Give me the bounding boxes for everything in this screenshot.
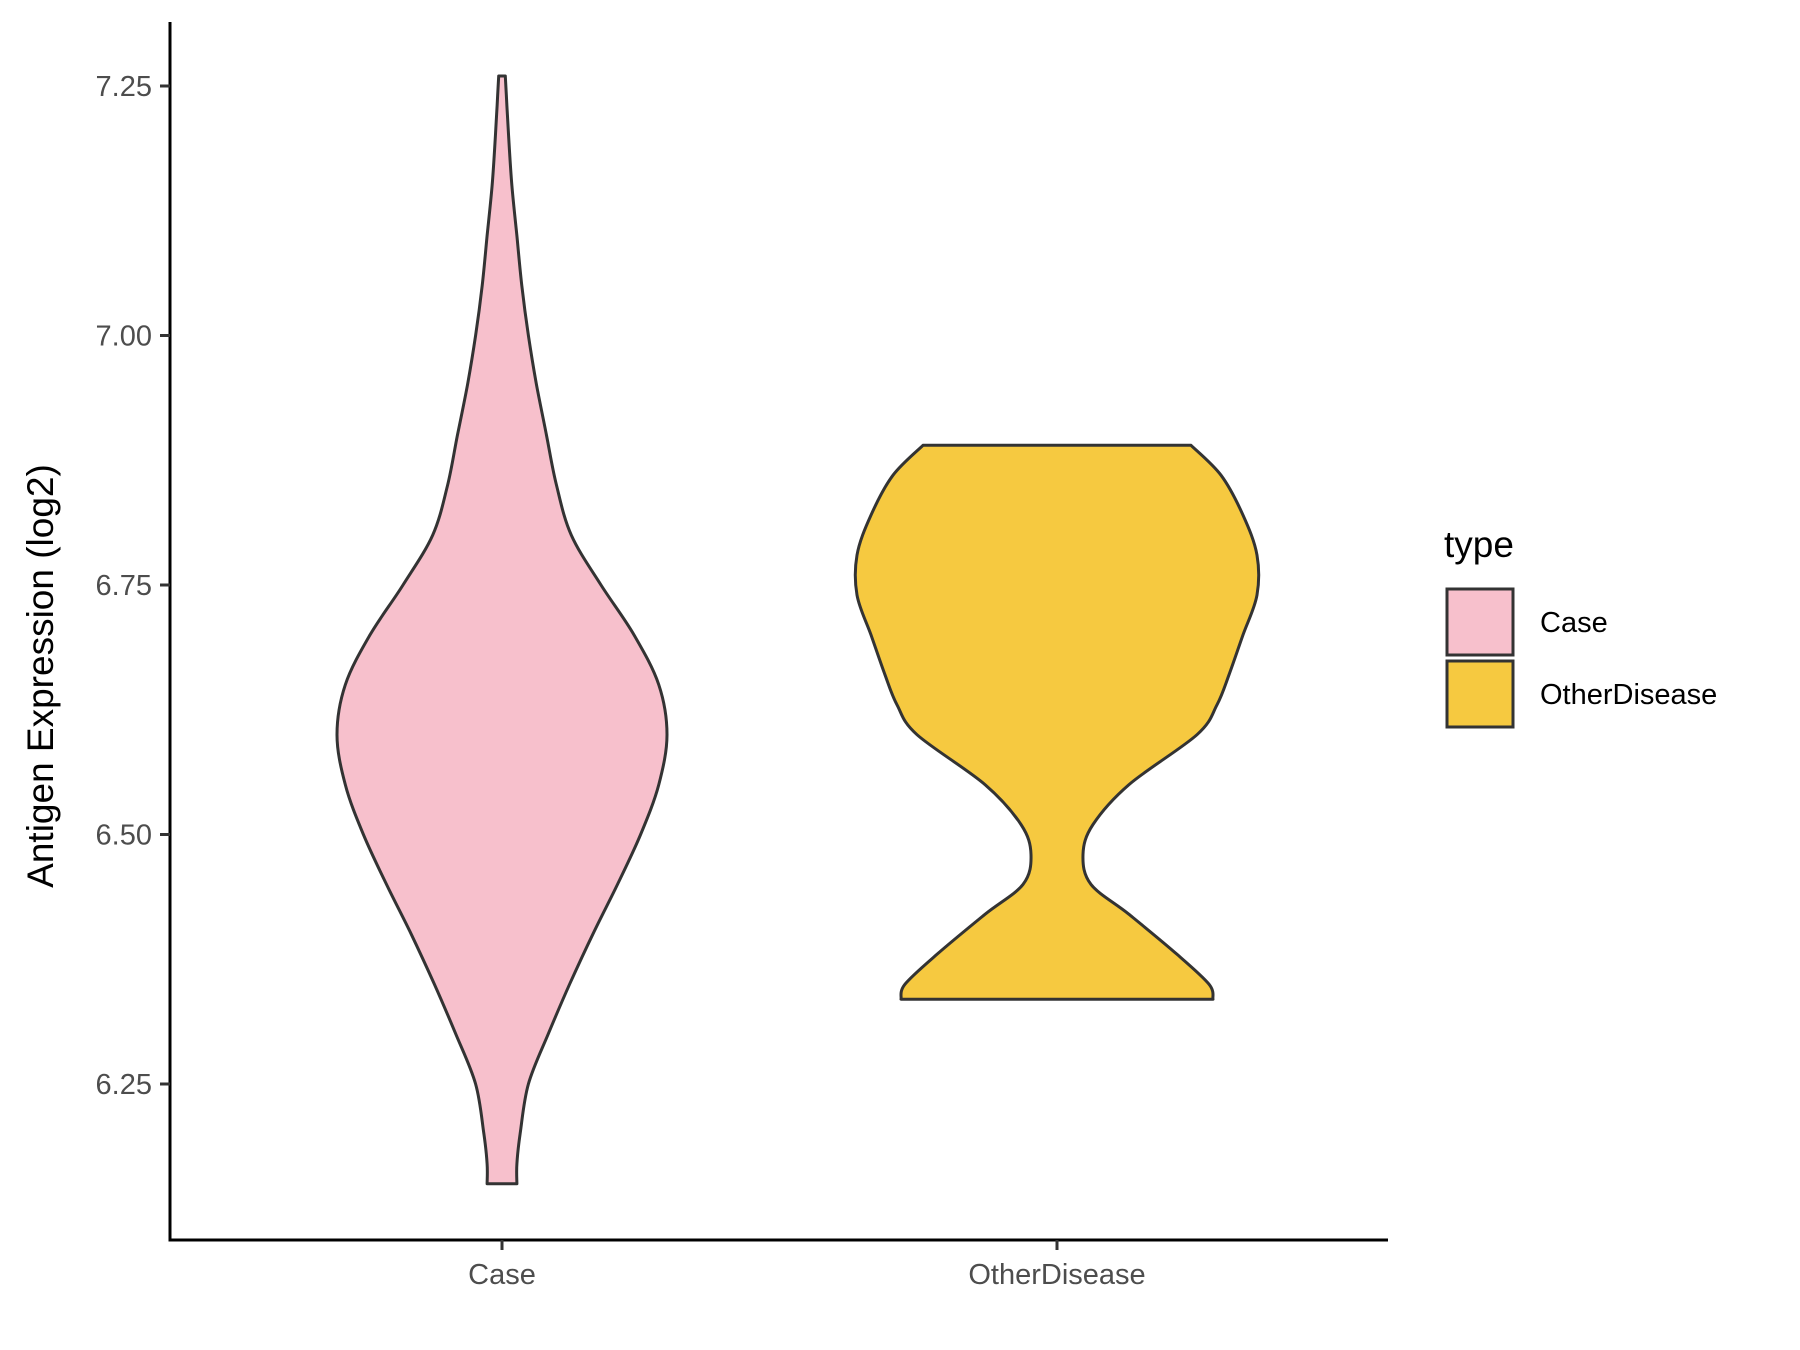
legend-title: type — [1444, 524, 1514, 565]
x-axis-ticks: Case OtherDisease — [468, 1240, 1146, 1291]
legend-items: Case OtherDisease — [1445, 587, 1717, 729]
legend-swatch — [1445, 659, 1515, 729]
y-tick-label: 6.25 — [96, 1069, 152, 1101]
x-tick-label: OtherDisease — [968, 1259, 1145, 1291]
x-tick-label: Case — [468, 1259, 536, 1291]
y-axis-title: Antigen Expression (log2) — [20, 464, 61, 888]
legend-swatch — [1445, 587, 1515, 657]
axes: 6.25 6.50 6.75 7.00 7.25 Case OtherDisease — [96, 22, 1388, 1291]
y-tick-label: 7.00 — [96, 321, 152, 353]
y-tick-label: 7.25 — [96, 71, 152, 103]
legend: type Case OtherDisease — [1444, 524, 1717, 729]
y-axis-ticks: 6.25 6.50 6.75 7.00 7.25 — [96, 71, 170, 1101]
violin-case — [335, 74, 669, 1186]
y-tick-label: 6.50 — [96, 820, 152, 852]
y-tick-label: 6.75 — [96, 570, 152, 602]
violin-otherdisease — [853, 443, 1261, 1001]
legend-label: Case — [1540, 607, 1608, 639]
violin-layer — [335, 74, 1261, 1186]
legend-label: OtherDisease — [1540, 679, 1717, 711]
